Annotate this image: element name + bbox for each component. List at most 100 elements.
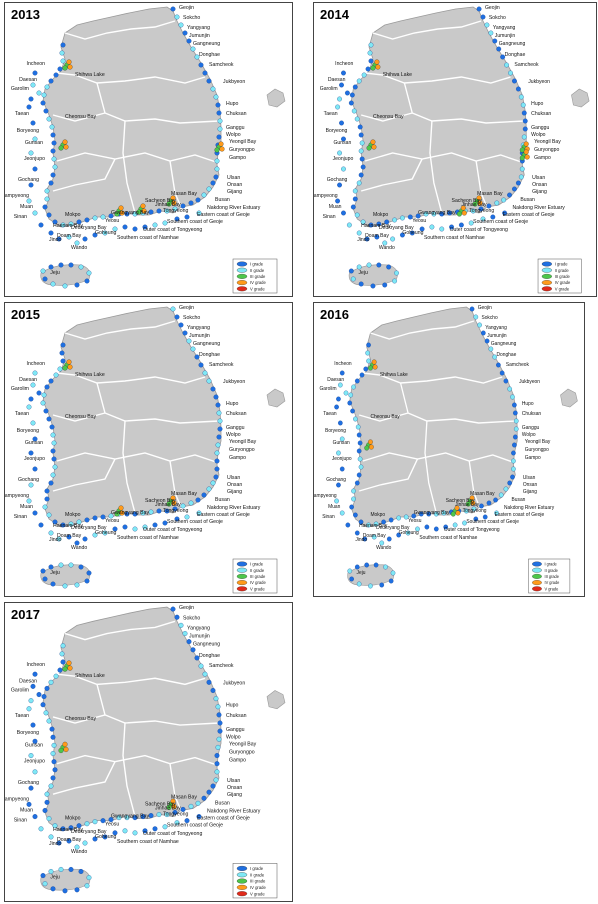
station-marker bbox=[400, 232, 405, 238]
station-marker bbox=[368, 58, 374, 64]
station-marker bbox=[366, 342, 371, 348]
station-marker bbox=[132, 830, 138, 836]
station-marker-elevated bbox=[136, 209, 142, 215]
legend-swatch bbox=[236, 586, 248, 592]
station-marker bbox=[353, 512, 358, 518]
station-marker bbox=[148, 509, 154, 515]
station-marker bbox=[513, 426, 519, 432]
station-marker bbox=[213, 474, 219, 480]
station-marker bbox=[365, 66, 371, 72]
station-marker bbox=[341, 136, 346, 142]
station-marker bbox=[499, 370, 505, 376]
station-marker bbox=[486, 500, 492, 506]
station-marker bbox=[50, 172, 56, 178]
station-marker bbox=[366, 262, 372, 268]
station-marker bbox=[46, 416, 52, 422]
station-marker bbox=[32, 210, 38, 216]
station-marker bbox=[66, 234, 72, 240]
station-marker bbox=[484, 338, 490, 344]
place-label: Onsan bbox=[532, 182, 547, 188]
province-border bbox=[52, 412, 106, 422]
station-marker bbox=[30, 722, 36, 728]
station-marker bbox=[384, 219, 390, 225]
province-border bbox=[169, 160, 182, 208]
station-marker bbox=[392, 278, 397, 284]
station-marker bbox=[178, 322, 184, 328]
place-label: Cheonsu Bay bbox=[373, 114, 404, 120]
station-marker bbox=[366, 358, 371, 364]
station-marker bbox=[186, 639, 192, 645]
place-label: Wolpo bbox=[226, 734, 241, 740]
place-label: Boryeong bbox=[17, 428, 39, 434]
station-marker bbox=[341, 210, 346, 216]
place-label: Deukryang Bay bbox=[71, 525, 107, 531]
station-marker bbox=[56, 840, 62, 846]
station-marker-elevated bbox=[371, 359, 377, 365]
legend-swatch bbox=[532, 573, 542, 579]
place-label: Yeongil Bay bbox=[229, 139, 257, 145]
station-marker bbox=[180, 203, 186, 209]
korea-map: Geojin Sokcho Yangyang Jumunjin Gangneung Don… bbox=[5, 605, 286, 899]
station-marker bbox=[356, 432, 362, 438]
station-marker bbox=[32, 70, 38, 76]
place-label: Goheung bbox=[95, 834, 116, 840]
legend-swatch bbox=[541, 261, 552, 267]
station-marker bbox=[216, 410, 222, 416]
station-marker-elevated bbox=[465, 501, 471, 507]
place-label: Southern coast of Namhae bbox=[117, 535, 179, 541]
station-marker bbox=[182, 30, 188, 36]
station-marker bbox=[53, 372, 59, 378]
station-marker bbox=[28, 96, 34, 102]
jeju-island bbox=[40, 564, 91, 586]
station-marker bbox=[473, 314, 479, 320]
station-marker bbox=[366, 522, 371, 528]
station-marker bbox=[217, 720, 223, 726]
station-marker bbox=[469, 306, 475, 312]
station-marker bbox=[188, 803, 194, 809]
station-marker bbox=[56, 236, 62, 242]
station-marker bbox=[84, 217, 90, 223]
legend-swatch bbox=[541, 280, 552, 286]
station-marker bbox=[494, 510, 499, 516]
station-marker bbox=[351, 108, 357, 114]
station-marker-elevated bbox=[62, 139, 68, 145]
province-border bbox=[52, 761, 116, 795]
station-marker-elevated bbox=[118, 205, 124, 211]
place-label: Southern coast of Geoje bbox=[167, 219, 223, 225]
station-marker bbox=[124, 815, 130, 821]
station-marker bbox=[206, 186, 212, 192]
province-border bbox=[358, 458, 419, 492]
station-marker bbox=[148, 209, 154, 215]
station-marker bbox=[92, 215, 98, 221]
station-marker bbox=[213, 394, 219, 400]
station-marker bbox=[62, 888, 68, 894]
place-label: Ganggu bbox=[226, 125, 245, 131]
station-marker bbox=[356, 230, 362, 236]
station-marker bbox=[470, 208, 476, 214]
legend-label: II grade bbox=[544, 568, 558, 573]
station-marker bbox=[441, 510, 447, 516]
place-label: Masan Bay bbox=[477, 191, 503, 197]
station-marker-elevated bbox=[63, 746, 69, 753]
station-marker-elevated bbox=[366, 145, 372, 151]
station-marker bbox=[351, 496, 356, 502]
station-marker bbox=[50, 775, 56, 781]
station-marker bbox=[512, 442, 517, 448]
station-marker bbox=[210, 86, 216, 92]
station-marker bbox=[86, 875, 92, 881]
station-marker bbox=[359, 156, 365, 162]
place-label: Gochang bbox=[327, 177, 348, 183]
station-marker bbox=[439, 211, 445, 217]
station-marker bbox=[60, 522, 66, 528]
station-marker bbox=[124, 211, 130, 217]
province-border bbox=[56, 754, 220, 767]
place-label: Gunsan bbox=[333, 440, 350, 446]
station-marker bbox=[213, 174, 219, 180]
station-marker bbox=[174, 14, 180, 20]
legend-label: V grade bbox=[250, 891, 265, 896]
station-marker bbox=[464, 508, 469, 514]
station-marker bbox=[32, 436, 38, 442]
station-marker bbox=[60, 222, 66, 228]
station-marker bbox=[60, 342, 66, 348]
